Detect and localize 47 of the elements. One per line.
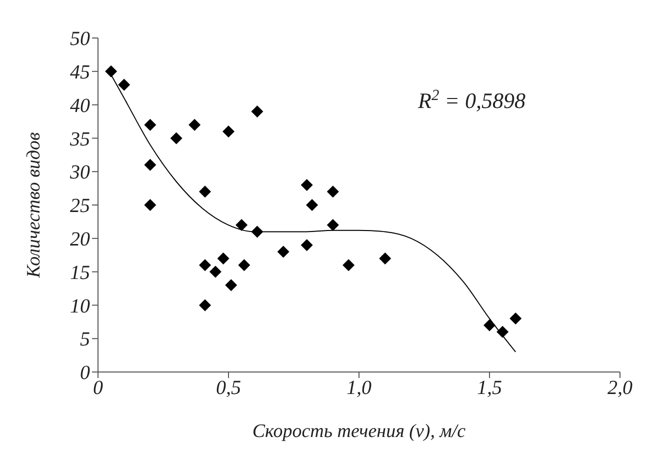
point [209,266,222,278]
point [496,326,509,338]
x-tick-label: 2,0 [608,377,632,400]
annotation: R$^{2}$ = 0,5898 [417,86,526,113]
point [144,199,156,211]
y-tick-label: 5 [80,328,90,351]
point [222,126,234,138]
y-axis-title: Количество видов [24,132,45,279]
x-tick-label: 1,5 [477,377,502,400]
point [236,219,248,232]
point [118,78,130,91]
point [170,132,182,144]
point [199,186,212,198]
y-tick-label: 20 [70,228,90,250]
point [379,252,392,264]
point [510,312,522,325]
y-tick-label: 25 [70,195,90,218]
y-tick-label: 45 [70,62,90,84]
point [300,239,313,252]
x-tick-label: 1,0 [346,377,372,400]
y-tick-label: 15 [70,262,90,284]
point [342,259,355,272]
point [251,226,264,238]
point [326,186,339,198]
point [144,158,156,171]
y-tick-label: 35 [69,128,90,150]
point [144,118,156,131]
y-tick-label: 40 [70,94,90,117]
y-tick-label: 50 [70,28,90,50]
point [306,199,318,211]
point [251,105,264,118]
point [199,259,212,272]
point [484,319,496,332]
y-tick-label: 30 [69,162,90,184]
point [238,259,250,272]
point [277,246,290,258]
point [225,279,238,292]
y-tick-label: 0 [80,362,90,384]
point [105,65,118,78]
point [217,252,230,264]
point [199,299,212,312]
point [188,118,201,131]
point [326,219,339,232]
x-tick-label: 0,5 [216,377,241,400]
x-axis-title: Скорость течения (v), м/с [252,421,466,442]
y-tick-label: 10 [70,295,90,318]
point [300,178,313,191]
